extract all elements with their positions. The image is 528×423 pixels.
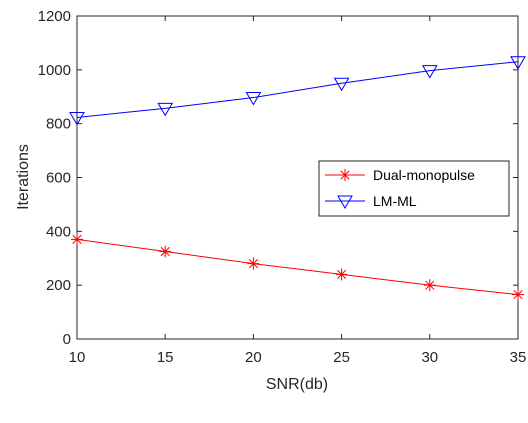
series-line-0 [76, 238, 519, 296]
legend-label-dual-monopulse: Dual-monopulse [373, 167, 475, 183]
data-point [71, 233, 83, 246]
x-tick-label: 35 [510, 349, 527, 366]
series-layer [69, 56, 526, 301]
series-line-1 [76, 61, 519, 118]
marker-stroke [425, 280, 435, 290]
marker-stroke [337, 269, 347, 279]
legend-marker-symbol [339, 169, 351, 181]
y-tick-label: 0 [63, 331, 71, 348]
y-tick-label: 400 [46, 223, 71, 240]
data-point [510, 56, 526, 70]
y-tick-label: 200 [46, 277, 71, 294]
data-point [335, 268, 348, 281]
x-tick-label: 15 [157, 349, 174, 366]
y-tick-label: 600 [46, 170, 71, 187]
legend-marker-symbol [337, 195, 353, 209]
data-point [421, 65, 438, 79]
data-point [512, 288, 524, 301]
axis-ticks: 10 15 20 25 30 35 0 200 400 600 800 1000 1200 [38, 8, 527, 366]
y-tick-label: 800 [46, 116, 71, 133]
data-point [69, 111, 85, 126]
x-tick-label: 25 [333, 349, 350, 366]
marker-stroke [340, 170, 350, 180]
data-point [333, 77, 350, 92]
data-point [423, 279, 436, 292]
x-axis-title: SNR(db) [266, 376, 328, 393]
legend-marker-lm-ml [337, 195, 353, 209]
data-point [247, 257, 260, 270]
legend: Dual-monopulse LM-ML [318, 160, 510, 217]
data-point [159, 245, 172, 258]
legend-label-lm-ml: LM-ML [373, 193, 417, 209]
y-tick-label: 1200 [38, 8, 71, 25]
x-tick-label: 30 [421, 349, 438, 366]
marker-stroke [72, 234, 82, 245]
marker-stroke [248, 259, 258, 269]
data-point [157, 102, 174, 117]
x-tick-label: 10 [69, 349, 86, 366]
marker-stroke [513, 289, 523, 300]
x-tick-label: 20 [245, 349, 262, 366]
y-axis-title: Iterations [15, 144, 32, 210]
legend-box [318, 160, 510, 217]
data-point [245, 92, 262, 106]
marker-stroke [160, 246, 170, 257]
legend-marker-dual-monopulse [339, 169, 351, 181]
y-tick-label: 1000 [38, 62, 71, 79]
